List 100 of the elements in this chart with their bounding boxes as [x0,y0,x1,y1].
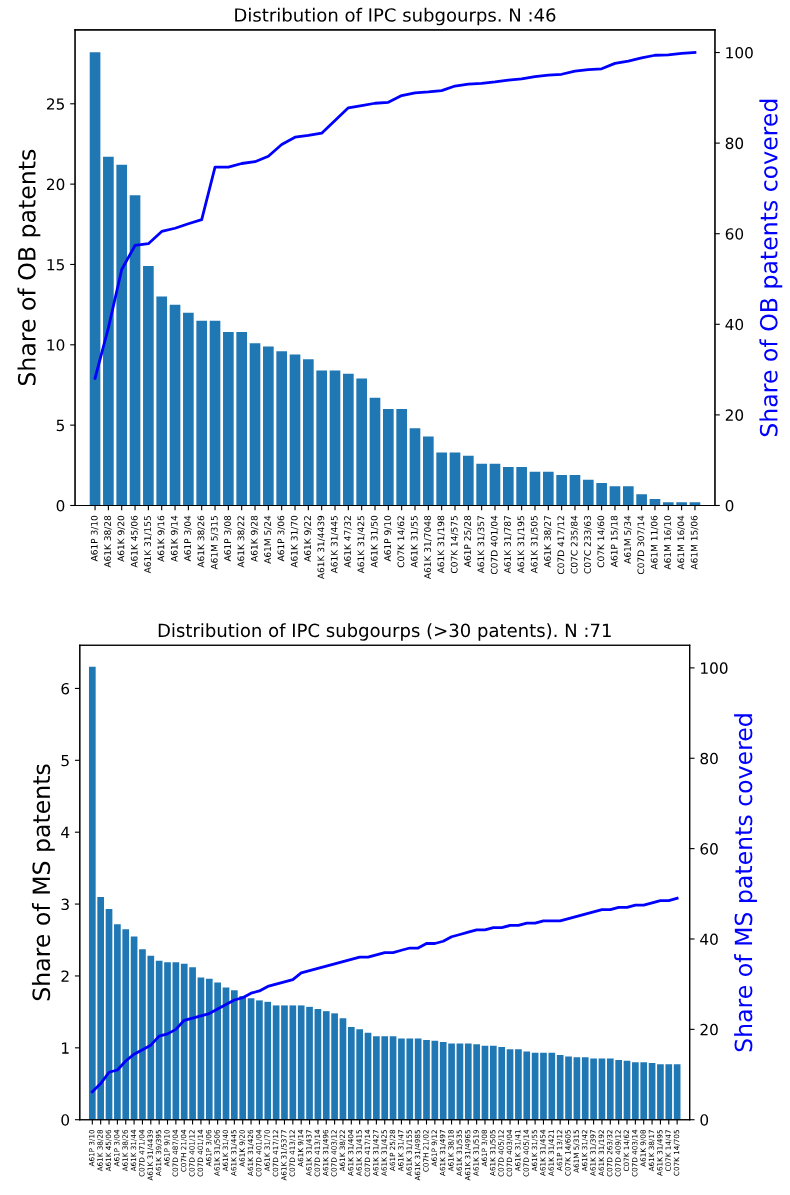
y2-tick-label: 0 [725,499,734,512]
y-tick-label: 0 [56,499,65,512]
y-tick-label: 1 [62,1042,69,1054]
bar [249,343,261,506]
bar [414,1038,422,1120]
y-tick-label: 20 [47,178,65,191]
x-tick-label: A61P 3/04 [184,515,192,562]
bar [596,482,607,506]
bar [502,466,514,506]
x-tick-label: A61K 38/28 [104,515,112,568]
bar [316,370,328,506]
x-tick-label: A61K 31/7048 [424,515,432,580]
x-tick-label: A61M 16/10 [664,515,672,570]
x-tick-label: A61K 31/198 [437,515,445,574]
y2-axis-title: Share of OB patents covered [759,99,783,437]
bar [622,486,634,506]
x-tick-label: A61K 9/22 [304,516,312,562]
x-tick-label: A61K 31/55 [410,516,419,568]
line-series [93,51,697,380]
bar [343,373,354,506]
bar [289,354,301,506]
y2-tick-label: 20 [725,409,744,421]
bar [276,351,288,506]
y-tick-label: 0 [61,1114,70,1126]
chart-title: Distribution of IPC subgourps (>30 patents). N :71 [158,623,611,641]
x-tick-label: A61P 3/08 [224,515,232,562]
x-tick-label: A61K 31/195 [517,516,525,574]
x-tick-label: A61K 47/32 [344,516,352,568]
bar [263,346,274,506]
x-tick-label: A61K 31/505 [530,516,539,574]
x-tick-label: A61K 38/27 [544,515,552,568]
x-tick-label: A61K 31/4439 [317,515,326,580]
bar [183,312,194,506]
bar [556,474,567,506]
x-tick-label: A61P 25/28 [464,515,472,568]
bar [516,466,527,506]
bar [436,452,447,506]
y2-axis-title: Share of MS patents covered [734,714,757,1052]
x-tick-label: A61K 31/357 [477,515,485,574]
y-tick-label: 6 [61,682,70,695]
bar [169,304,181,506]
bar [542,471,554,506]
bar [356,378,367,506]
x-tick-label: A61K 9/20 [117,515,126,562]
x-tick-label: A61K 9/16 [157,515,166,562]
x-tick-label: A61P 3/06 [277,515,286,562]
x-tick-label: A61K 38/22 [237,516,246,568]
bar [143,266,154,506]
x-tick-label: C07D 401/04 [490,515,499,575]
x-tick-label: C07C 233/63 [584,515,592,574]
bar [209,320,221,506]
y-tick-label: 15 [47,259,64,271]
x-tick-label: C07D 417/12 [557,516,565,575]
y2-tick-label: 40 [700,933,718,946]
bar [223,331,234,506]
x-tick-label: A61K 31/425 [357,516,365,574]
bar [272,1005,280,1120]
bar [156,296,168,506]
x-tick-label: A61P 9/10 [384,515,392,562]
bar [423,436,434,506]
bar [339,1018,347,1120]
bar [303,359,314,506]
x-tick-label: A61K 31/155 [144,516,152,574]
x-tick-label: A61M 15/06 [690,515,699,570]
y-tick-label: 5 [56,419,64,432]
bar [636,494,647,506]
bar [423,1039,430,1120]
y-axis-title: Share of OB patents [17,149,41,386]
x-tick-label: A61M 5/24 [264,515,272,564]
chart-title: Distribution of IPC subgourps. N :46 [235,7,556,26]
x-tick-label: C07K 14/575 [450,516,459,574]
y2-tick-label: 0 [700,1114,709,1126]
x-tick-label: A61K 31/787 [504,515,512,574]
y2-tick-label: 100 [701,662,728,674]
bar [116,164,128,506]
bar [103,156,114,506]
x-tick-label: C07K 14/62 [397,516,405,568]
y-tick-label: 3 [61,898,69,911]
y2-tick-label: 80 [700,752,718,765]
y-tick-label: 10 [47,339,65,351]
bar [409,428,421,506]
line-series [90,896,679,1094]
x-tick-label: C07D 307/14 [637,515,645,575]
x-tick-label: A61M 16/04 [677,515,685,570]
bar [609,486,621,506]
x-tick-label: A61K 9/28 [250,515,259,562]
y-tick-label: 5 [61,754,69,767]
bar [196,320,208,506]
y2-tick-label: 60 [725,228,744,240]
bar [662,502,674,506]
y2-tick-label: 40 [725,318,744,331]
x-tick-label: A61M 5/34 [624,515,632,564]
y-tick-label: 25 [47,98,64,110]
bar [383,409,394,506]
bar [529,471,541,506]
y2-tick-label: 60 [700,843,718,855]
bar [369,397,381,506]
x-tick-label: C07C 235/84 [570,515,579,574]
y-tick-label: 4 [61,826,70,838]
bar [462,455,474,506]
